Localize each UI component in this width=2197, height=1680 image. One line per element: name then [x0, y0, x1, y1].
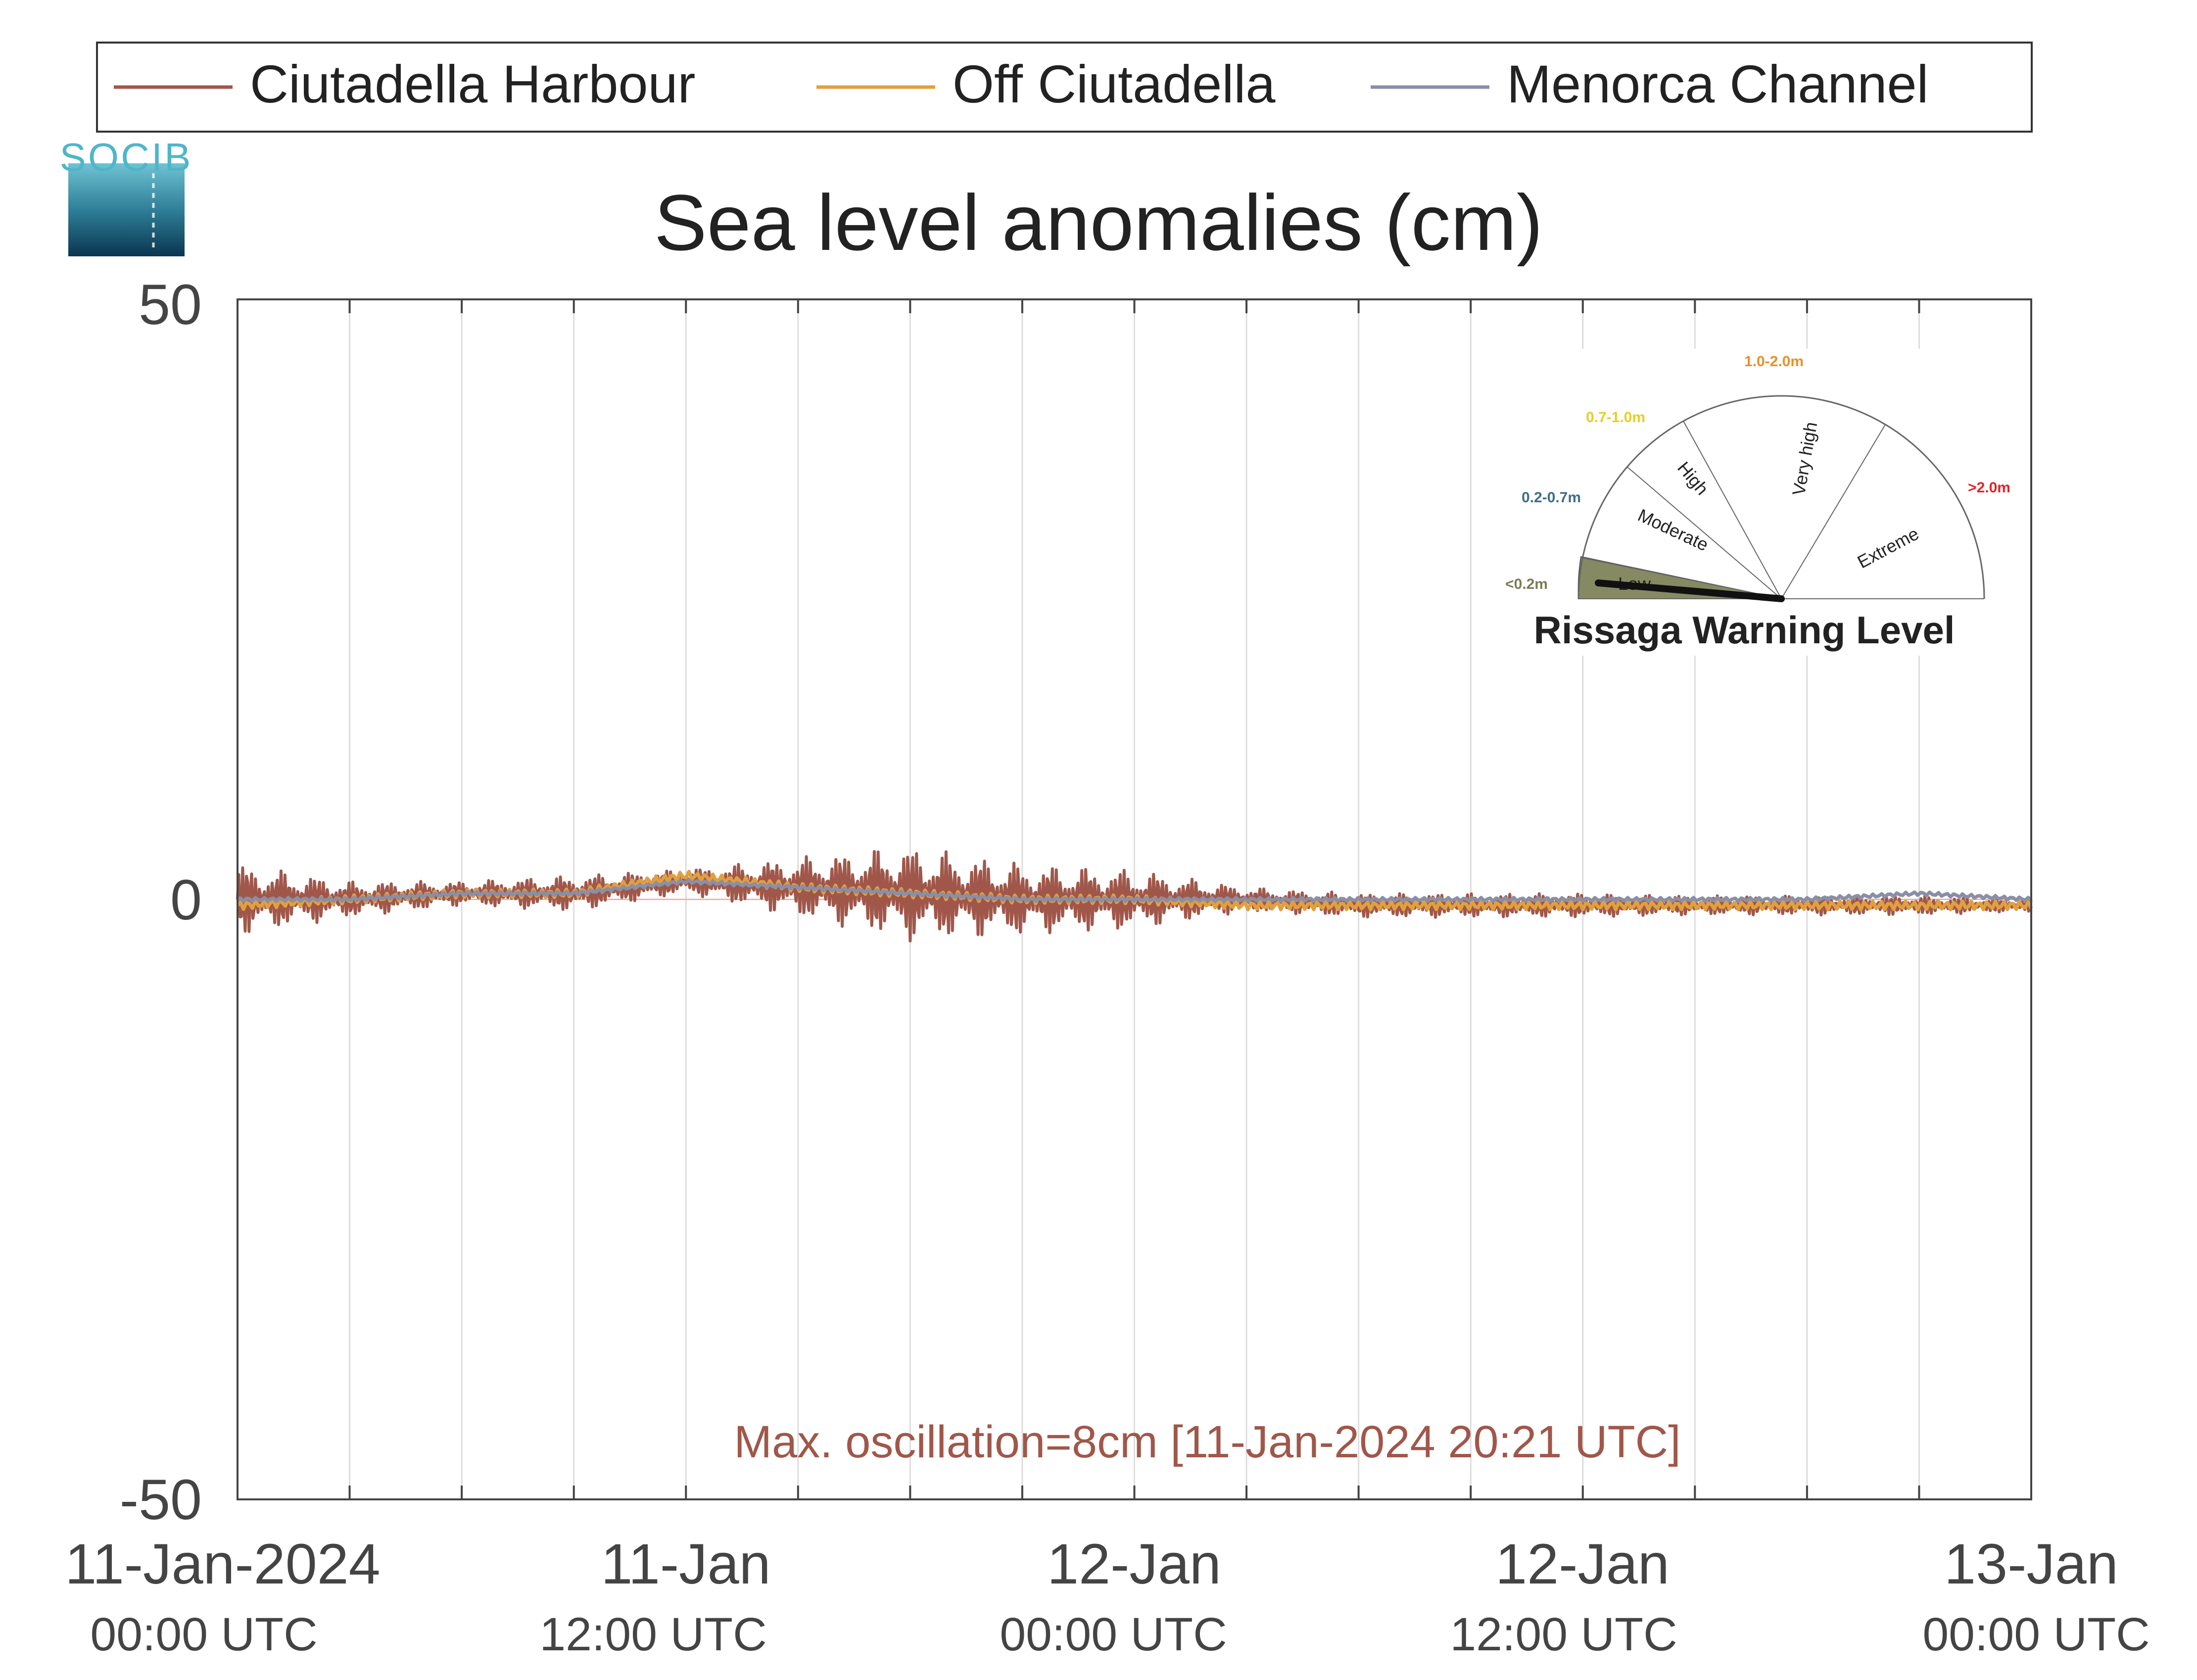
- gauge-range-moderate: 0.2-0.7m: [1522, 489, 1581, 506]
- x-tick-sublabel-5: 00:00 UTC: [1922, 1608, 2149, 1661]
- gauge-needle: [1595, 579, 1785, 602]
- gauge-title: Rissaga Warning Level: [1533, 608, 1955, 652]
- legend-label-off-ciutadella: Off Ciutadella: [953, 54, 1276, 114]
- gauge-range-very-high: 1.0-2.0m: [1744, 353, 1804, 370]
- tick-marks: [237, 299, 2032, 1499]
- gauge-divider-1: [1581, 557, 1782, 599]
- gauge-background: [1497, 349, 2019, 656]
- gauge-divider-3: [1683, 421, 1782, 599]
- gauge-range-high: 0.7-1.0m: [1586, 409, 1645, 426]
- legend-label-menorca-channel: Menorca Channel: [1507, 54, 1929, 114]
- gauge-range-low: <0.2m: [1505, 576, 1548, 592]
- x-tick-label-5: 13-Jan: [1944, 1533, 2118, 1596]
- gauge-divider-2: [1627, 467, 1782, 599]
- socib-logo-badge: [68, 163, 185, 256]
- x-tick-label-3: 12-Jan: [1047, 1533, 1221, 1596]
- x-tick-label-1: 11-Jan-2024: [65, 1533, 380, 1596]
- x-tick-sublabel-1: 00:00 UTC: [90, 1608, 317, 1661]
- max-oscillation-annotation: Max. oscillation=8cm [11-Jan-2024 20:21 …: [734, 1417, 1680, 1467]
- socib-logo: SOCIB: [60, 135, 193, 256]
- legend-label-ciutadella-harbour: Ciutadella Harbour: [250, 54, 696, 114]
- series-line-menorca-channel: [237, 878, 2033, 903]
- x-tick-sublabel-3: 00:00 UTC: [1000, 1608, 1227, 1661]
- gauge-arc: [1577, 395, 1985, 599]
- x-tick-sublabel-4: 12:00 UTC: [1450, 1608, 1677, 1661]
- gauge-range-extreme: >2.0m: [1968, 480, 2010, 496]
- x-tick-label-2: 11-Jan: [601, 1533, 770, 1596]
- x-tick-label-4: 12-Jan: [1495, 1533, 1670, 1596]
- y-axis-labels: 50 0 -50: [120, 273, 202, 1532]
- socib-logo-text: SOCIB: [60, 135, 193, 179]
- chart-title: Sea level anomalies (cm): [654, 178, 1543, 267]
- rissaga-gauge: Low Moderate High Very high Extreme <0.2…: [1497, 349, 2019, 656]
- x-tick-sublabel-2: 12:00 UTC: [539, 1608, 766, 1661]
- gauge-divider-4: [1781, 424, 1886, 599]
- y-tick-label-50: 50: [139, 273, 202, 336]
- legend: Ciutadella Harbour Off Ciutadella Menorc…: [96, 42, 2033, 133]
- y-tick-label-minus-50: -50: [120, 1468, 202, 1532]
- series-layer: [236, 850, 2033, 943]
- x-axis-labels: 11-Jan-2024 00:00 UTC 11-Jan 12:00 UTC 1…: [65, 1533, 2149, 1661]
- y-tick-label-0: 0: [170, 868, 202, 932]
- legend-box: [96, 42, 2033, 133]
